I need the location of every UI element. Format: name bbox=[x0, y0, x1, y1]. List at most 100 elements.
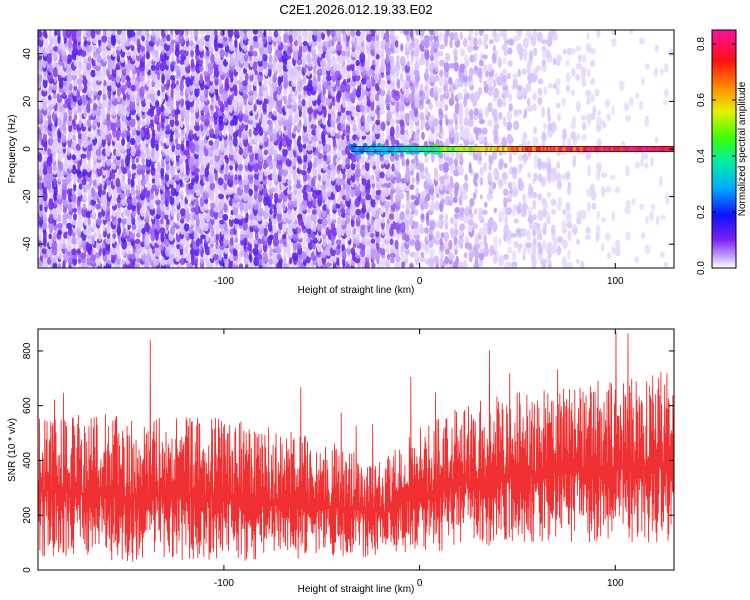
heatmap-cell bbox=[83, 39, 88, 47]
heatmap-cell bbox=[121, 44, 127, 53]
heatmap-cell bbox=[618, 80, 625, 92]
heatmap-cell bbox=[296, 178, 301, 187]
heatmap-cell bbox=[561, 137, 566, 147]
heatmap-cell bbox=[483, 80, 487, 86]
x-tick-label: 0 bbox=[417, 276, 423, 287]
heatmap-cell bbox=[419, 30, 425, 37]
heatmap-cell bbox=[159, 243, 165, 251]
heatmap-cell bbox=[463, 87, 468, 94]
heatmap-cell bbox=[232, 136, 238, 147]
heatmap-cell bbox=[566, 221, 573, 229]
heatmap-cell bbox=[385, 30, 389, 37]
heatmap-cell bbox=[61, 242, 67, 250]
heatmap-cell bbox=[51, 240, 58, 251]
heatmap-cell bbox=[501, 172, 508, 181]
heatmap-cell bbox=[293, 63, 298, 74]
heatmap-cell bbox=[371, 186, 376, 198]
heatmap-cell bbox=[326, 30, 331, 37]
heatmap-cell bbox=[155, 142, 159, 152]
heatmap-cell bbox=[537, 241, 542, 249]
heatmap-cell bbox=[410, 50, 416, 57]
heatmap-cell bbox=[483, 234, 487, 246]
heatmap-cell bbox=[557, 196, 563, 206]
heatmap-cell bbox=[467, 44, 474, 53]
heatmap-cell bbox=[555, 77, 561, 87]
heatmap-cell bbox=[180, 54, 187, 61]
heatmap-cell bbox=[498, 30, 502, 38]
heatmap-cell bbox=[513, 120, 520, 131]
heatmap-cell bbox=[443, 218, 448, 226]
heatmap-cell bbox=[272, 110, 277, 117]
heatmap-cell bbox=[487, 119, 493, 127]
heatmap-cell bbox=[366, 178, 371, 187]
heatmap-cell bbox=[493, 87, 500, 99]
heatmap-cell bbox=[526, 97, 531, 106]
heatmap-cell bbox=[77, 102, 83, 113]
heatmap-cell bbox=[530, 35, 537, 47]
heatmap-cell bbox=[532, 191, 537, 199]
heatmap-cell bbox=[313, 107, 318, 119]
heatmap-cell bbox=[361, 164, 366, 171]
heatmap-cell bbox=[57, 222, 63, 230]
heatmap-cell bbox=[135, 184, 140, 191]
heatmap-cell bbox=[233, 30, 240, 37]
heatmap-cell bbox=[105, 159, 112, 167]
heatmap-cell bbox=[380, 39, 387, 47]
heatmap-cell bbox=[497, 56, 503, 69]
heatmap-cell bbox=[249, 44, 254, 53]
heatmap-cell bbox=[464, 206, 471, 217]
heatmap-cell bbox=[122, 227, 127, 238]
heatmap-cell bbox=[473, 65, 479, 72]
heatmap-cell bbox=[624, 207, 631, 215]
heatmap-cell bbox=[331, 45, 336, 52]
heatmap-cell bbox=[435, 230, 440, 240]
heatmap-cell bbox=[248, 252, 253, 261]
heatmap-cell bbox=[91, 207, 96, 218]
heatmap-cell bbox=[562, 128, 567, 135]
heatmap-cell bbox=[272, 62, 277, 73]
heatmap-cell bbox=[561, 173, 567, 181]
heatmap-cell bbox=[428, 133, 435, 143]
heatmap-cell bbox=[96, 217, 102, 226]
heatmap-cell bbox=[469, 67, 474, 78]
heatmap-cell bbox=[502, 179, 507, 185]
heatmap-cell bbox=[434, 131, 439, 140]
heatmap-cell bbox=[297, 213, 303, 221]
heatmap-cell bbox=[336, 256, 340, 266]
heatmap-cell bbox=[601, 172, 608, 178]
heatmap-cell bbox=[76, 177, 82, 184]
heatmap-cell bbox=[591, 202, 597, 210]
heatmap-cell bbox=[267, 169, 271, 176]
heatmap-cell bbox=[184, 222, 190, 232]
heatmap-cell bbox=[507, 93, 513, 102]
heatmap-cell bbox=[227, 30, 234, 38]
heatmap-cell bbox=[106, 113, 111, 121]
heatmap-cell bbox=[57, 152, 62, 162]
heatmap-cell bbox=[232, 84, 238, 92]
heatmap-cell bbox=[405, 158, 410, 166]
heatmap-cell bbox=[365, 30, 371, 35]
heatmap-cell bbox=[390, 117, 395, 127]
heatmap-cell bbox=[110, 154, 116, 161]
heatmap-cell bbox=[350, 197, 355, 205]
heatmap-cell bbox=[589, 183, 595, 192]
heatmap-cell bbox=[170, 205, 176, 217]
heatmap-cell bbox=[71, 154, 77, 161]
heatmap-cell bbox=[313, 74, 317, 82]
heatmap-cell bbox=[124, 99, 131, 108]
heatmap-cell bbox=[419, 223, 423, 230]
heatmap-cell bbox=[420, 53, 424, 61]
heatmap-cell bbox=[429, 248, 436, 255]
heatmap-cell bbox=[179, 177, 183, 187]
heatmap-cell bbox=[38, 108, 43, 115]
heatmap-cell bbox=[124, 208, 131, 217]
heatmap-cell bbox=[39, 104, 43, 111]
heatmap-cell bbox=[643, 162, 649, 169]
heatmap-cell bbox=[532, 199, 537, 210]
heatmap-cell bbox=[453, 235, 458, 246]
heatmap-cell bbox=[257, 121, 262, 132]
heatmap-cell bbox=[561, 220, 567, 231]
heatmap-cell bbox=[489, 244, 494, 257]
heatmap-cell bbox=[477, 87, 483, 96]
heatmap-cell bbox=[522, 48, 528, 57]
